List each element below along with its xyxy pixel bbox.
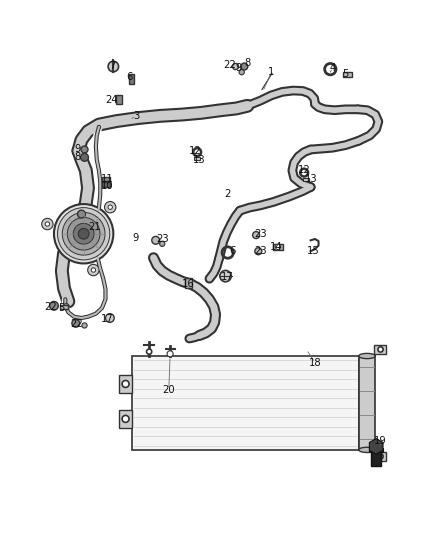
Circle shape — [45, 222, 49, 226]
Circle shape — [91, 268, 95, 272]
Bar — [343, 72, 352, 77]
Text: 5: 5 — [343, 69, 349, 79]
Bar — [129, 74, 134, 84]
Polygon shape — [369, 439, 383, 454]
Bar — [102, 177, 110, 181]
Circle shape — [54, 204, 113, 263]
Circle shape — [276, 244, 281, 249]
Circle shape — [88, 264, 99, 276]
Bar — [371, 450, 381, 466]
Text: 22: 22 — [45, 302, 57, 312]
Circle shape — [378, 454, 383, 459]
Text: 9: 9 — [74, 143, 80, 154]
Circle shape — [82, 323, 87, 328]
Text: 17: 17 — [221, 272, 234, 282]
Bar — [184, 278, 192, 288]
Circle shape — [57, 208, 110, 260]
Bar — [273, 244, 283, 250]
Circle shape — [72, 319, 80, 327]
Circle shape — [378, 347, 383, 352]
Text: 22: 22 — [71, 319, 84, 329]
Text: 4: 4 — [329, 63, 336, 73]
Bar — [359, 356, 375, 450]
Circle shape — [81, 146, 88, 153]
Circle shape — [63, 304, 69, 310]
Text: 17: 17 — [101, 314, 114, 324]
Text: 18: 18 — [309, 358, 321, 368]
Text: 23: 23 — [254, 229, 267, 239]
Text: 1: 1 — [268, 67, 275, 77]
Polygon shape — [374, 345, 386, 354]
Text: 8: 8 — [244, 59, 251, 68]
Text: 19: 19 — [374, 436, 387, 446]
Circle shape — [78, 210, 85, 218]
Text: 20: 20 — [162, 385, 175, 394]
Circle shape — [167, 351, 173, 357]
Circle shape — [239, 70, 244, 75]
Text: 13: 13 — [193, 155, 206, 165]
Text: 23: 23 — [254, 246, 267, 256]
Text: 2: 2 — [225, 189, 231, 199]
Text: 6: 6 — [126, 71, 133, 82]
Polygon shape — [374, 452, 386, 461]
Ellipse shape — [359, 353, 375, 359]
Text: 7: 7 — [109, 61, 115, 71]
Circle shape — [241, 63, 248, 70]
Circle shape — [147, 349, 152, 354]
Bar — [60, 305, 68, 309]
Polygon shape — [132, 356, 359, 450]
Bar — [120, 375, 132, 393]
Bar — [369, 448, 383, 453]
Circle shape — [233, 63, 239, 70]
Circle shape — [122, 415, 129, 422]
Bar — [304, 177, 309, 181]
Circle shape — [253, 231, 260, 239]
Circle shape — [78, 229, 89, 239]
Text: 23: 23 — [156, 235, 169, 245]
Circle shape — [42, 219, 53, 230]
Circle shape — [105, 201, 116, 213]
Text: 12: 12 — [189, 146, 201, 156]
Circle shape — [73, 223, 94, 244]
Circle shape — [81, 154, 88, 161]
Text: 14: 14 — [269, 242, 282, 252]
Bar — [102, 182, 110, 187]
Text: 6: 6 — [229, 246, 235, 256]
Text: 3: 3 — [133, 111, 139, 121]
Text: 15: 15 — [307, 246, 319, 256]
Circle shape — [62, 212, 105, 255]
Circle shape — [159, 241, 165, 246]
Text: 21: 21 — [88, 222, 101, 232]
Circle shape — [122, 381, 129, 387]
Circle shape — [106, 313, 114, 322]
Text: 8: 8 — [74, 152, 80, 163]
Circle shape — [49, 302, 58, 310]
Bar — [120, 410, 132, 428]
Bar — [116, 95, 122, 103]
Circle shape — [220, 270, 231, 282]
Text: 24: 24 — [106, 95, 118, 104]
Circle shape — [152, 236, 159, 244]
Text: 10: 10 — [101, 181, 114, 191]
Text: 16: 16 — [182, 279, 195, 289]
Text: 5: 5 — [59, 303, 65, 313]
Text: 13: 13 — [304, 174, 317, 184]
Text: 11: 11 — [101, 174, 114, 184]
Text: 9: 9 — [236, 63, 242, 73]
Circle shape — [67, 217, 100, 250]
Text: 9: 9 — [133, 233, 139, 243]
Text: 22: 22 — [223, 60, 236, 70]
Circle shape — [108, 61, 119, 72]
Bar — [194, 157, 200, 160]
Ellipse shape — [359, 447, 375, 453]
Circle shape — [108, 205, 113, 209]
Text: 12: 12 — [298, 165, 311, 175]
Circle shape — [255, 248, 262, 255]
